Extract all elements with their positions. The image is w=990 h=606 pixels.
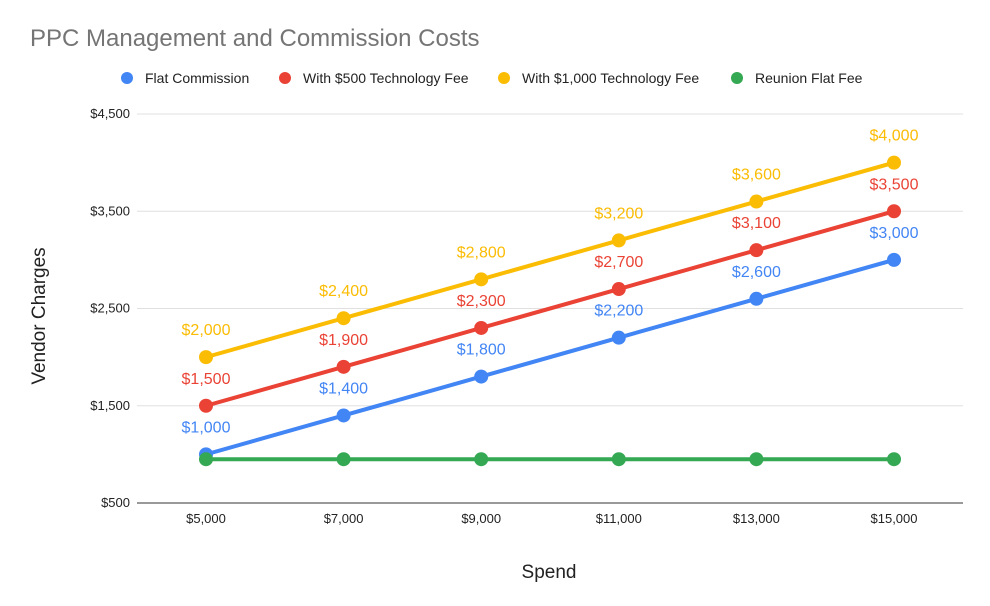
y-tick-label: $4,500 — [90, 106, 130, 121]
data-point — [474, 452, 489, 467]
data-point — [611, 330, 626, 345]
data-label: $1,900 — [319, 332, 368, 349]
data-point — [611, 233, 626, 248]
data-point — [887, 452, 901, 467]
chart-title: PPC Management and Commission Costs — [30, 25, 480, 52]
data-point — [474, 272, 489, 287]
series-line — [204, 257, 896, 457]
data-point — [749, 243, 764, 258]
data-label: $2,200 — [594, 303, 643, 320]
data-label: $1,800 — [457, 342, 506, 359]
data-label: $3,600 — [732, 167, 781, 184]
legend-marker — [498, 72, 510, 84]
data-point — [199, 350, 213, 365]
y-tick-label: $1,500 — [90, 398, 130, 413]
legend-marker — [279, 72, 291, 84]
data-label: $1,500 — [182, 371, 231, 388]
y-axis-title: Vendor Charges — [29, 247, 50, 384]
data-point — [611, 282, 626, 297]
data-point — [336, 452, 351, 467]
data-label: $3,000 — [870, 225, 919, 242]
data-label: $3,200 — [594, 205, 643, 222]
legend: Flat Commission With $500 Technology Fee W… — [121, 70, 863, 86]
data-point — [887, 155, 901, 170]
data-point — [887, 204, 901, 219]
data-label: $2,800 — [457, 244, 506, 261]
series-layer — [199, 155, 901, 467]
data-label: $2,600 — [732, 264, 781, 281]
data-label: $1,400 — [319, 380, 368, 397]
data-point — [474, 369, 489, 384]
data-label: $2,000 — [182, 322, 231, 339]
series-line — [204, 209, 896, 408]
x-tick-label: $9,000 — [461, 511, 501, 526]
x-tick-label: $15,000 — [871, 511, 918, 526]
legend-entry: With $1,000 Technology Fee — [522, 70, 699, 86]
data-point — [199, 452, 213, 467]
data-point — [749, 194, 764, 209]
data-label: $1,000 — [182, 419, 231, 436]
x-tick-label: $13,000 — [733, 511, 780, 526]
data-labels: $1,000 $1,400 $1,800 $2,200 $2,600 $3,000 $1,5… — [182, 128, 919, 437]
data-point — [749, 291, 764, 306]
data-point — [749, 452, 764, 467]
data-label: $2,400 — [319, 283, 368, 300]
x-tick-label: $7,000 — [324, 511, 364, 526]
data-label: $4,000 — [870, 128, 919, 145]
x-tick-label: $5,000 — [186, 511, 226, 526]
x-axis-ticks: $5,000 $7,000 $9,000 $11,000 $13,000 $15,000 — [186, 511, 917, 526]
y-tick-label: $2,500 — [90, 301, 130, 316]
data-point — [199, 398, 213, 413]
series-line — [204, 160, 896, 360]
y-axis-ticks: $500 $1,500 $2,500 $3,500 $4,500 — [90, 106, 130, 510]
legend-marker — [731, 72, 743, 84]
y-tick-label: $500 — [101, 495, 130, 510]
legend-entry: Flat Commission — [145, 70, 249, 86]
data-label: $2,300 — [457, 293, 506, 310]
legend-entry: Reunion Flat Fee — [755, 70, 863, 86]
data-point — [887, 252, 901, 267]
legend-marker — [121, 72, 133, 84]
data-label: $3,100 — [732, 215, 781, 232]
data-label: $2,700 — [594, 254, 643, 271]
data-point — [474, 320, 489, 335]
data-label: $3,500 — [870, 176, 919, 193]
y-tick-label: $3,500 — [90, 203, 130, 218]
legend-entry: With $500 Technology Fee — [303, 70, 469, 86]
x-tick-label: $11,000 — [596, 511, 642, 526]
data-point — [611, 452, 626, 467]
data-point — [336, 359, 351, 374]
data-point — [336, 311, 351, 326]
x-axis-title: Spend — [522, 562, 577, 583]
data-point — [336, 408, 351, 423]
